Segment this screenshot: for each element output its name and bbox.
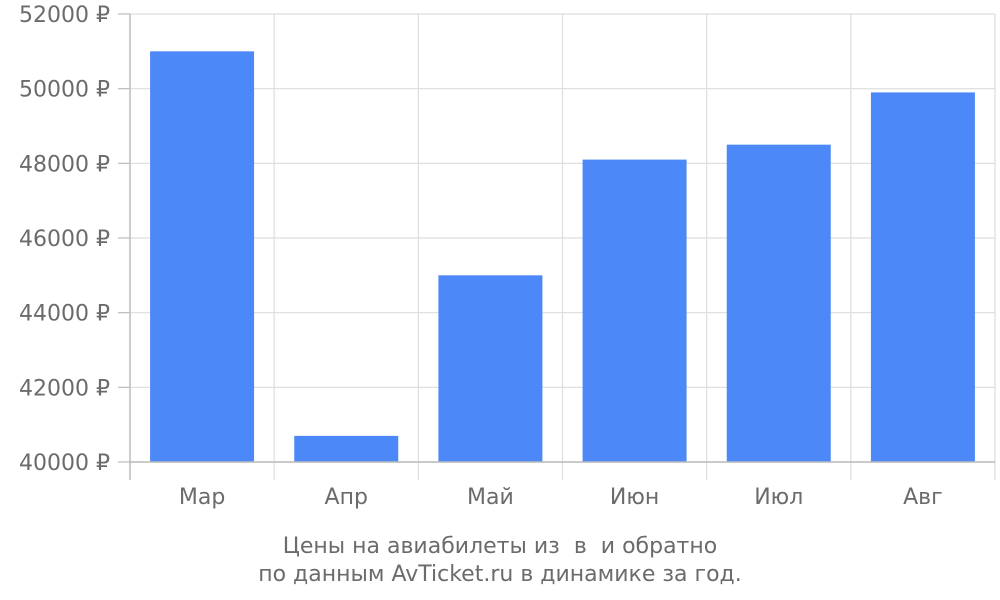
grid-lines — [130, 13, 996, 480]
y-axis-tick-labels: 40000 ₽ 42000 ₽ 44000 ₽ 46000 ₽ 48000 ₽ 50000… — [19, 3, 110, 476]
x-tick-label: Июл — [754, 485, 803, 510]
x-tick-label: Авг — [903, 485, 943, 510]
bar-5 — [726, 144, 831, 462]
y-tick-label: 44000 ₽ — [19, 302, 110, 327]
x-tick-label: Мар — [179, 485, 225, 510]
y-tick-label: 50000 ₽ — [19, 78, 110, 103]
y-tick-label: 40000 ₽ — [19, 451, 110, 476]
y-tick-label: 48000 ₽ — [19, 152, 110, 177]
bars — [150, 51, 975, 463]
bar-1 — [150, 51, 255, 462]
x-tick-label: Май — [467, 485, 514, 510]
x-axis-tick-labels: Мар Апр Май Июн Июл Авг — [179, 485, 943, 510]
y-tick-label: 52000 ₽ — [19, 3, 110, 28]
bar-6 — [870, 92, 975, 463]
chart-caption-line-1: Цены на авиабилеты из в и обратно — [282, 534, 718, 559]
axes — [118, 13, 995, 480]
chart-caption-line-2: по данным AvTicket.ru в динамике за год. — [258, 562, 742, 587]
bar-4 — [582, 159, 687, 462]
bar-2 — [294, 435, 399, 462]
bar-3 — [438, 275, 543, 462]
y-tick-label: 42000 ₽ — [19, 376, 110, 401]
x-tick-label: Июн — [610, 485, 659, 510]
y-tick-label: 46000 ₽ — [19, 227, 110, 252]
x-tick-label: Апр — [325, 485, 368, 510]
